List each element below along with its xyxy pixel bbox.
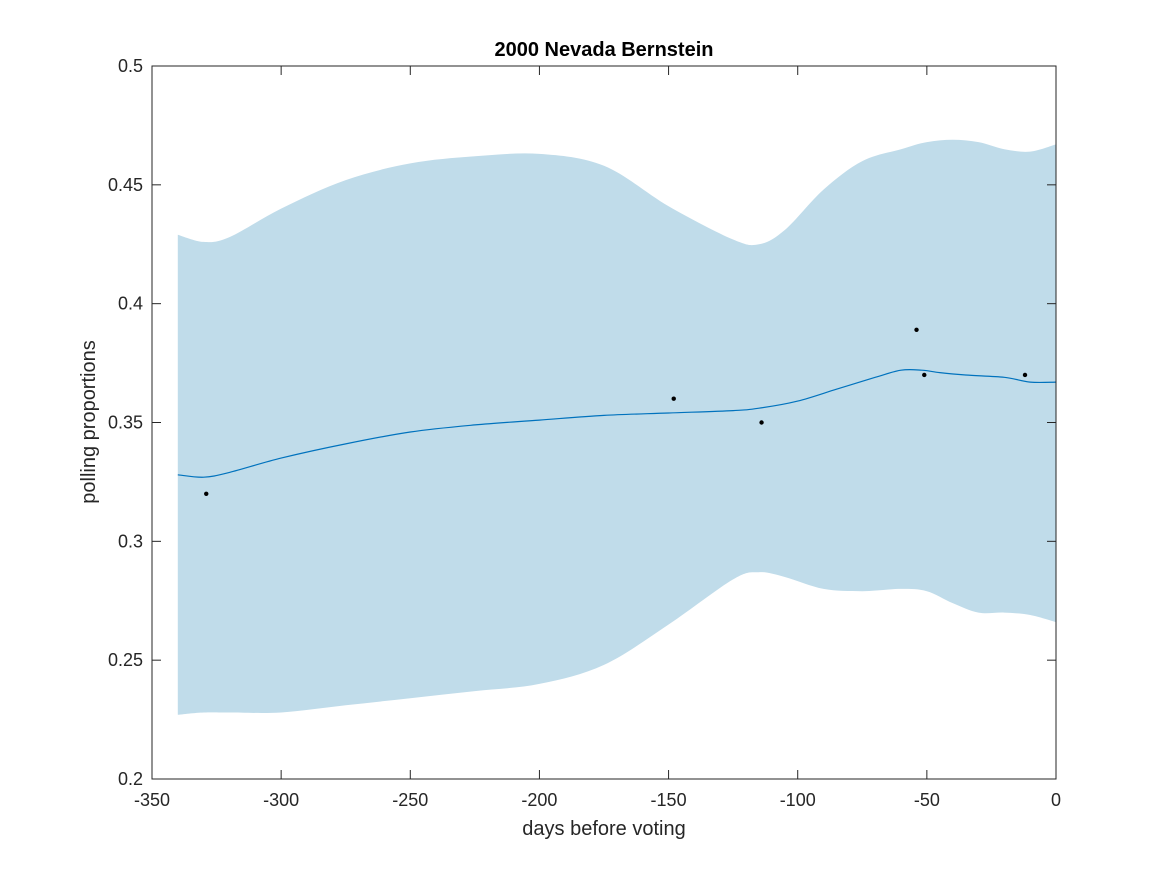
- poll-point: [759, 420, 764, 425]
- poll-point: [671, 396, 676, 401]
- y-axis-label: polling proportions: [78, 340, 100, 503]
- poll-point: [914, 327, 919, 333]
- trend-line-0: [177, 368, 1057, 478]
- y-tick-label: 0.3: [118, 531, 143, 551]
- x-tick-label: -100: [780, 790, 816, 810]
- x-axis-label: days before voting: [522, 818, 685, 840]
- x-tick-label: -50: [914, 790, 940, 810]
- x-tick-label: 0: [1051, 790, 1061, 810]
- x-tick-label: -300: [263, 790, 299, 810]
- y-tick-label: 0.25: [108, 650, 143, 670]
- x-tick-label: -200: [521, 790, 557, 810]
- chart-title: 2000 Nevada Bernstein: [494, 39, 713, 61]
- y-tick-label: 0.5: [118, 56, 143, 76]
- y-tick-label: 0.2: [118, 769, 143, 789]
- plot-area: [177, 139, 1057, 715]
- poll-point: [922, 372, 927, 378]
- x-tick-label: -350: [134, 790, 170, 810]
- y-tick-label: 0.35: [108, 413, 143, 433]
- x-tick-label: -250: [392, 790, 428, 810]
- poll-point: [1022, 372, 1028, 378]
- confidence-band: [177, 139, 1057, 715]
- axis-ticks: -350 -300 -250 -200 -150 -100 -50 0 0.2 0.25 0.3 0.…: [108, 56, 1061, 810]
- x-tick-label: -150: [651, 790, 687, 810]
- poll-point: [204, 491, 209, 496]
- y-tick-label: 0.45: [108, 175, 143, 195]
- y-tick-label: 0.4: [118, 294, 143, 314]
